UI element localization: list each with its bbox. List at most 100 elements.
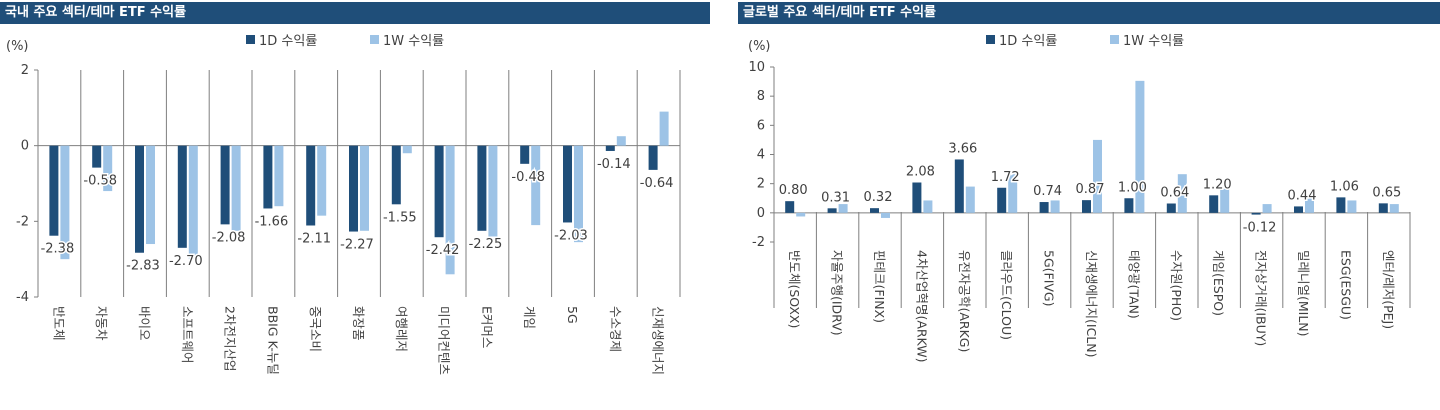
bar-1w — [1262, 204, 1272, 213]
bar-1w — [574, 145, 583, 243]
data-label-1d: -2.83 — [126, 259, 160, 274]
x-category-label: 엔터/레저(PEJ) — [1381, 250, 1396, 329]
legend-swatch-1w — [1110, 35, 1119, 44]
bar-1d — [827, 208, 837, 213]
data-label-1d: -2.08 — [212, 230, 246, 245]
bar-1d — [434, 145, 444, 238]
y-tick-label: 2 — [21, 63, 29, 78]
legend-label-1d: 1D 수익률 — [259, 34, 317, 49]
bar-1d — [1039, 202, 1049, 213]
x-category-label: 게임(ESPO) — [1211, 250, 1226, 316]
bar-1d — [605, 145, 615, 151]
domestic-chart-title: 국내 주요 섹터/테마 ETF 수익률 — [0, 2, 710, 24]
bar-1d — [1124, 198, 1134, 213]
bar-1w — [1135, 80, 1145, 213]
bar-1d — [1166, 203, 1176, 213]
data-label-1d: -2.03 — [554, 228, 588, 243]
x-category-label: 바이오 — [137, 306, 152, 341]
bar-1d — [349, 145, 358, 232]
bar-1w — [659, 111, 669, 146]
x-category-label: 수소경제 — [608, 306, 623, 352]
bar-1w — [616, 136, 626, 146]
x-category-label: 화장품 — [351, 306, 366, 341]
x-category-label: 전자상거래(IBUY) — [1254, 250, 1269, 346]
data-label-1d: 2.08 — [906, 165, 935, 180]
x-category-label: 신재생에너지(ICLN) — [1084, 250, 1099, 357]
bar-1d — [997, 187, 1007, 213]
y-axis-unit-label: (%) — [748, 39, 771, 54]
x-category-label: 5G(FIVG) — [1042, 250, 1057, 307]
bar-1w — [274, 145, 284, 207]
data-label-1d: 3.66 — [948, 141, 977, 156]
bar-1w — [1305, 195, 1314, 213]
x-category-label: 신재생에너지 — [651, 306, 666, 375]
data-label-1d: -1.55 — [383, 210, 417, 225]
bar-1w — [231, 145, 241, 231]
bar-1d — [263, 145, 273, 209]
bar-1d — [520, 145, 530, 164]
global-chart-title: 글로벌 주요 섹터/테마 ETF 수익률 — [738, 2, 1440, 24]
bar-1w — [146, 145, 155, 245]
x-category-label: BBIG K-뉴딜 — [265, 306, 280, 375]
data-label-1d: 1.00 — [1118, 180, 1147, 195]
bar-1w — [188, 145, 198, 260]
y-tick-label: 8 — [757, 89, 765, 104]
bar-1w — [1050, 200, 1060, 213]
bar-1w — [965, 186, 975, 213]
data-label-1d: 0.32 — [864, 190, 893, 205]
data-label-1d: 0.65 — [1372, 185, 1401, 200]
bar-1w — [103, 145, 113, 192]
bar-1d — [648, 145, 658, 170]
data-label-1d: -2.25 — [469, 237, 503, 252]
bar-1d — [1251, 212, 1261, 215]
bar-1d — [954, 159, 964, 213]
data-label-1d: -2.11 — [297, 231, 331, 246]
y-tick-label: -2 — [752, 235, 765, 250]
y-tick-label: 0 — [21, 139, 29, 154]
bar-1d — [1294, 206, 1303, 213]
x-category-label: 여행레저 — [394, 306, 409, 352]
bar-1d — [477, 145, 487, 231]
data-label-1d: 1.72 — [991, 170, 1020, 185]
bar-1w — [488, 145, 498, 237]
legend-swatch-1d — [246, 35, 255, 44]
x-category-label: 유전자공학(ARKG) — [957, 250, 972, 352]
y-tick-label: 6 — [757, 118, 765, 133]
y-tick-label: 4 — [757, 148, 765, 163]
x-category-label: 4차산업혁명(ARKW) — [914, 250, 929, 363]
legend-label-1w: 1W 수익률 — [383, 34, 444, 49]
bar-1w — [923, 200, 933, 213]
bar-1d — [391, 145, 401, 205]
data-label-1d: 1.20 — [1203, 177, 1232, 192]
bar-1d — [1336, 197, 1346, 213]
bar-1d — [135, 145, 144, 253]
y-axis-unit-label: (%) — [6, 39, 29, 54]
bar-1d — [306, 145, 316, 226]
chart-legend: 1D 수익률 1W 수익률 — [986, 34, 1184, 49]
x-category-label: ESG(ESGU) — [1338, 250, 1353, 320]
y-tick-label: -4 — [16, 290, 29, 305]
legend-swatch-1w — [370, 35, 379, 44]
bar-1w — [1220, 188, 1230, 213]
x-category-label: 미디어컨텐츠 — [437, 306, 452, 375]
bar-1w — [1389, 204, 1399, 213]
data-label-1d: -0.64 — [640, 176, 674, 191]
bar-1d — [1209, 195, 1219, 213]
x-category-label: 5G — [565, 306, 580, 324]
data-label-1d: 0.64 — [1160, 186, 1189, 201]
domestic-etf-panel: 국내 주요 섹터/테마 ETF 수익률 (%) 1D 수익률 1W 수익률 2 0 -2-… — [0, 0, 710, 410]
x-category-label: 수자원(PHO) — [1169, 250, 1184, 321]
data-label-1d: -2.27 — [340, 238, 374, 253]
x-category-label: 반도체 — [51, 306, 66, 341]
bar-1w — [796, 212, 806, 217]
x-category-label: 클라우드(CLOU) — [999, 250, 1014, 340]
x-category-label: 게임 — [522, 306, 537, 329]
global-etf-chart: (%) 1D 수익률 1W 수익률 10 8 6 4 2 0 -2 0.80 반도체(SOXX) 0.3… — [748, 34, 1411, 363]
x-category-label: E커머스 — [479, 306, 494, 348]
data-label-1d: -2.38 — [41, 242, 75, 257]
bar-1w — [881, 212, 890, 218]
bar-1w — [445, 145, 455, 275]
bar-1w — [317, 145, 327, 216]
bar-1d — [220, 145, 230, 225]
bar-1d — [870, 208, 879, 213]
